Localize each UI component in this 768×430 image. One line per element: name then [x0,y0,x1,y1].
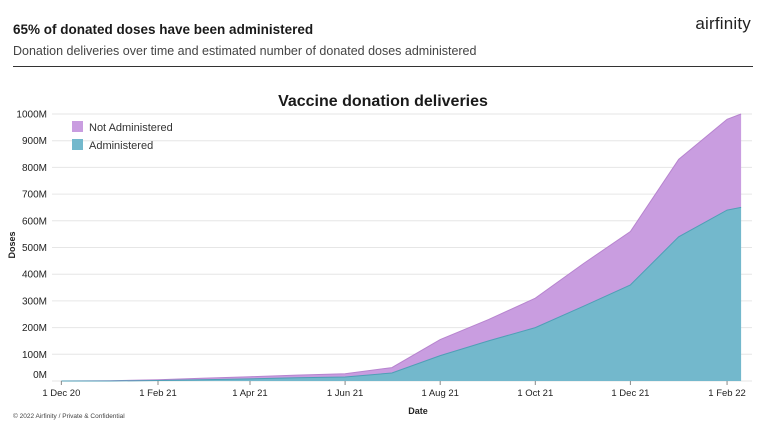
y-tick-label: 0M [33,370,47,381]
legend-label-not-administered: Not Administered [89,122,173,134]
chart-title: Vaccine donation deliveries [278,93,488,110]
airfinity-logo: airfinity [695,14,751,33]
x-tick-label: 1 Feb 21 [139,388,177,399]
legend: Not Administered Administered [72,121,173,152]
y-tick-label: 100M [22,350,47,361]
x-tick-label: 1 Dec 20 [42,388,80,399]
headline: 65% of donated doses have been administe… [13,22,314,37]
y-tick-label: 800M [22,163,47,174]
line-administered [61,206,742,382]
header-divider [13,66,753,67]
subheadline: Donation deliveries over time and estima… [13,44,477,58]
y-tick-label: 500M [22,243,47,254]
area-administered [61,207,742,381]
legend-swatch-not-administered [72,121,83,132]
y-tick-label: 600M [22,216,47,227]
y-tick-label: 300M [22,296,47,307]
line-total [61,113,742,382]
stacked-areas [61,113,742,382]
legend-swatch-administered [72,139,83,150]
x-axis-ticks: 1 Dec 20 1 Feb 21 1 Apr 21 1 Jun 21 1 Aug 21… [42,381,746,399]
x-axis-label: Date [408,406,428,416]
x-tick-label: 1 Aug 21 [421,388,459,399]
y-tick-label: 400M [22,270,47,281]
x-tick-label: 1 Feb 22 [708,388,746,399]
x-tick-label: 1 Oct 21 [517,388,553,399]
y-axis-label: Doses [7,231,17,258]
y-tick-label: 900M [22,136,47,147]
legend-label-administered: Administered [89,140,153,152]
x-tick-label: 1 Apr 21 [232,388,267,399]
x-tick-label: 1 Dec 21 [611,388,649,399]
y-axis-ticks: 0M 100M 200M 300M 400M 500M 600M 700M 800M 900M 10… [16,110,47,382]
footer-copyright: © 2022 Airfinity / Private & Confidentia… [13,413,125,420]
y-tick-label: 1000M [16,110,47,121]
y-tick-label: 700M [22,190,47,201]
y-tick-label: 200M [22,323,47,334]
x-tick-label: 1 Jun 21 [327,388,363,399]
